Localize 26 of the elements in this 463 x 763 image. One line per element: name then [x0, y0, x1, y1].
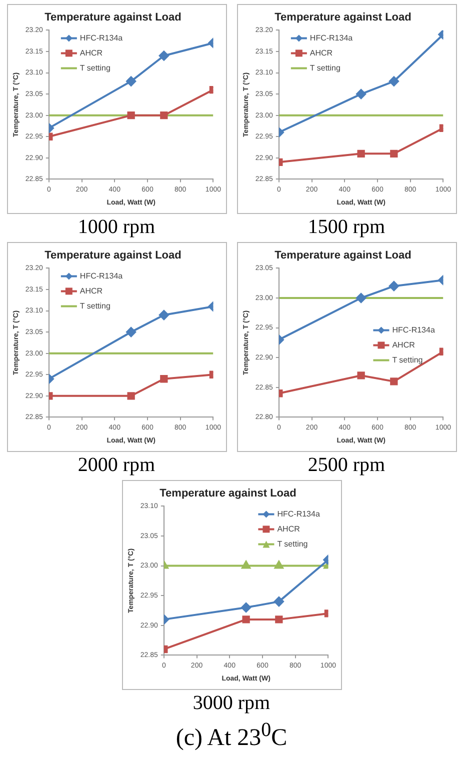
- legend-label: HFC-R134a: [79, 271, 123, 280]
- text: 3000 rpm: [192, 691, 270, 716]
- chart-title: Temperature against Load: [44, 250, 181, 262]
- legend-label: T setting: [276, 539, 308, 548]
- legend-label: AHCR: [276, 524, 300, 534]
- text: 2500 rpm: [308, 453, 386, 478]
- text: 2000 rpm: [78, 453, 156, 478]
- chart-title: Temperature against Load: [274, 12, 411, 24]
- legend-label: T setting: [309, 63, 340, 72]
- legend-label: T setting: [79, 63, 110, 72]
- chart-title: Temperature against Load: [159, 488, 296, 500]
- legend-label: AHCR: [79, 286, 102, 296]
- text: 1500 rpm: [308, 215, 386, 240]
- legend-label: AHCR: [309, 48, 332, 58]
- legend-label: AHCR: [392, 340, 415, 350]
- text: 1000 rpm: [78, 215, 156, 240]
- legend-label: HFC-R134a: [276, 509, 320, 518]
- legend-label: HFC-R134a: [392, 325, 435, 334]
- legend-label: AHCR: [79, 48, 102, 58]
- legend-label: HFC-R134a: [309, 33, 353, 42]
- chart-title: Temperature against Load: [274, 250, 411, 262]
- chart-title: Temperature against Load: [44, 12, 181, 24]
- legend-label: T setting: [79, 301, 110, 310]
- text: (c) At 23$^{0}$C: [176, 718, 288, 752]
- legend-label: HFC-R134a: [79, 33, 123, 42]
- legend-label: T setting: [392, 355, 422, 364]
